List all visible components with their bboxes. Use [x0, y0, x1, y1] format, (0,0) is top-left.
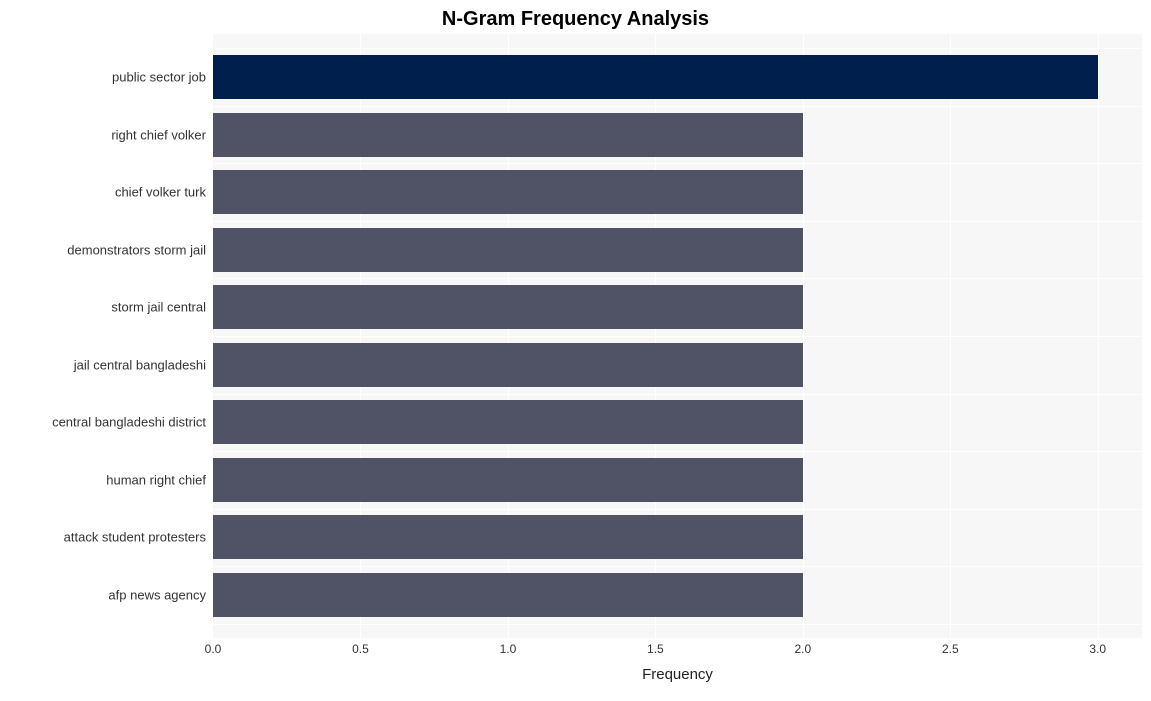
- bar: [213, 343, 803, 387]
- y-tick-label: demonstrators storm jail: [6, 242, 206, 257]
- y-tick-label: chief volker turk: [6, 185, 206, 200]
- bar: [213, 170, 803, 214]
- bar: [213, 458, 803, 502]
- y-grid-line: [213, 566, 1142, 567]
- y-grid-line: [213, 48, 1142, 49]
- chart-title: N-Gram Frequency Analysis: [0, 8, 1151, 31]
- x-tick-label: 0.0: [205, 642, 222, 656]
- y-grid-line: [213, 451, 1142, 452]
- x-tick-label: 1.5: [647, 642, 664, 656]
- y-grid-line: [213, 509, 1142, 510]
- x-tick-label: 2.5: [942, 642, 959, 656]
- plot-area: [213, 34, 1142, 638]
- bar: [213, 113, 803, 157]
- x-tick-label: 3.0: [1089, 642, 1106, 656]
- y-tick-label: attack student protesters: [6, 530, 206, 545]
- y-grid-line: [213, 163, 1142, 164]
- y-tick-label: afp news agency: [6, 587, 206, 602]
- y-tick-label: human right chief: [6, 472, 206, 487]
- y-tick-label: jail central bangladeshi: [6, 357, 206, 372]
- y-grid-line: [213, 106, 1142, 107]
- y-tick-label: public sector job: [6, 70, 206, 85]
- bar: [213, 285, 803, 329]
- y-grid-line: [213, 278, 1142, 279]
- y-tick-label: right chief volker: [6, 127, 206, 142]
- x-tick-label: 0.5: [352, 642, 369, 656]
- y-grid-line: [213, 221, 1142, 222]
- bar: [213, 515, 803, 559]
- y-tick-label: storm jail central: [6, 300, 206, 315]
- y-grid-line: [213, 624, 1142, 625]
- bar: [213, 400, 803, 444]
- x-tick-label: 2.0: [794, 642, 811, 656]
- bar: [213, 55, 1098, 99]
- bar: [213, 228, 803, 272]
- y-tick-label: central bangladeshi district: [6, 415, 206, 430]
- x-axis-title: Frequency: [213, 666, 1142, 683]
- y-grid-line: [213, 336, 1142, 337]
- bar: [213, 573, 803, 617]
- y-grid-line: [213, 394, 1142, 395]
- x-tick-label: 1.0: [500, 642, 517, 656]
